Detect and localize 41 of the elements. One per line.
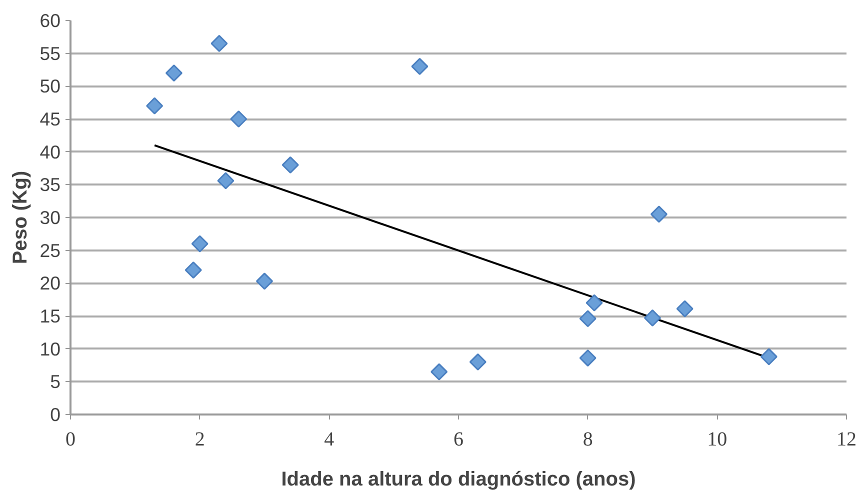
point — [650, 206, 668, 223]
y-tick-label: 0 — [50, 404, 61, 425]
y-axis-title: Peso (Kg) — [10, 170, 32, 264]
y-tick-label: 20 — [40, 272, 61, 294]
point — [411, 58, 428, 75]
y-tick-label: 50 — [40, 76, 61, 97]
x-tick-label: 2 — [194, 428, 205, 450]
x-tick-label: 0 — [66, 428, 76, 450]
point — [184, 262, 202, 279]
x-tick-label: 10 — [707, 428, 728, 450]
y-tick-label: 25 — [40, 240, 61, 261]
x-tick-label: 4 — [324, 428, 334, 450]
point — [230, 110, 248, 128]
point — [191, 235, 208, 252]
y-tick-label: 35 — [40, 174, 61, 196]
point — [256, 272, 274, 290]
point — [217, 172, 234, 190]
point — [165, 64, 182, 82]
y-tick-label: 55 — [40, 42, 61, 64]
y-tick-label: 5 — [50, 371, 61, 392]
y-tick-label: 10 — [40, 338, 61, 360]
point — [469, 353, 486, 370]
point — [579, 350, 596, 367]
y-tick-label: 45 — [40, 108, 61, 130]
point — [210, 34, 228, 52]
point — [586, 294, 603, 312]
y-tick-label: 15 — [40, 306, 61, 326]
y-tick-label: 60 — [40, 10, 61, 31]
x-tick-label: 8 — [582, 428, 593, 450]
y-tick-label: 30 — [40, 207, 61, 228]
x-tick-label: 12 — [836, 428, 856, 450]
point — [644, 309, 662, 326]
point — [282, 156, 299, 174]
x-axis-title: Idade na altura do diagnóstico (anos) — [281, 468, 636, 490]
y-tick-label: 40 — [40, 141, 61, 162]
point — [676, 300, 694, 318]
point — [579, 310, 596, 328]
point — [760, 348, 778, 366]
point — [146, 97, 164, 114]
x-tick-label: 6 — [454, 428, 464, 450]
point — [430, 363, 448, 380]
